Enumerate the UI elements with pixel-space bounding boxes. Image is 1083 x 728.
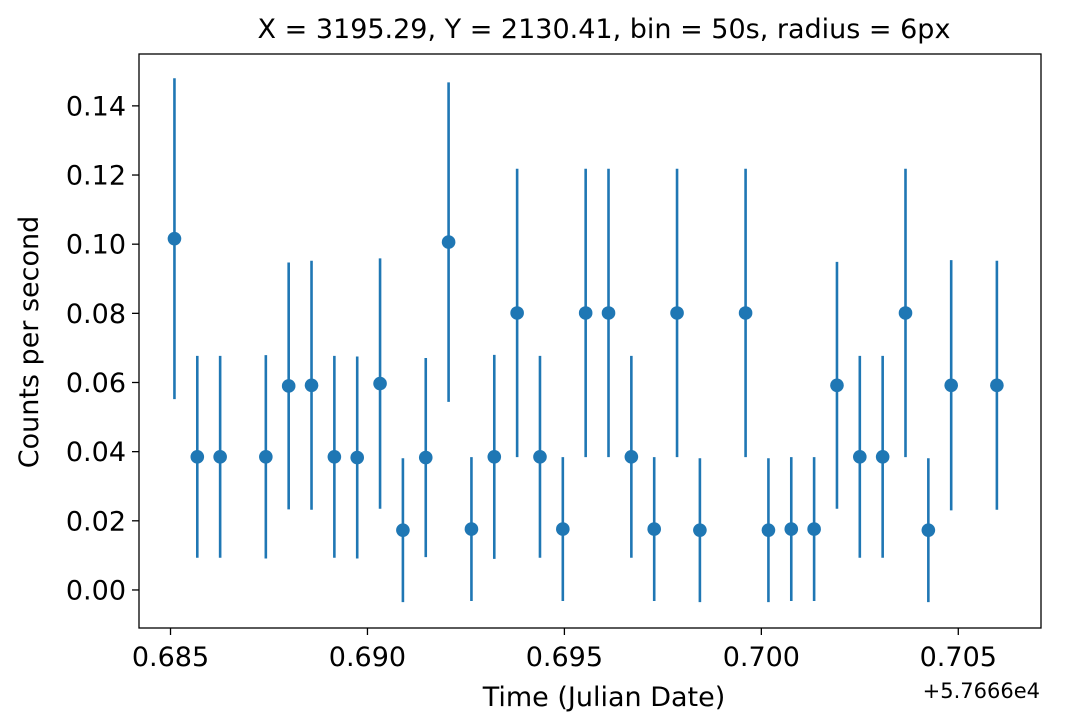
data-point [418, 450, 433, 465]
plot-area [167, 78, 1004, 603]
x-tick-label: 0.700 [723, 642, 800, 673]
y-tick-label: 0.08 [66, 299, 126, 330]
y-tick-label: 0.14 [66, 91, 126, 122]
data-point [601, 306, 616, 320]
data-point [510, 306, 524, 320]
data-point [853, 450, 867, 464]
data-point [213, 450, 227, 464]
data-point [807, 522, 821, 536]
y-axis-label: Counts per second [14, 216, 45, 469]
data-point [281, 379, 296, 393]
y-tick-label: 0.12 [66, 161, 126, 192]
y-tick-label: 0.10 [66, 230, 126, 261]
data-point [533, 450, 547, 464]
data-point [304, 378, 319, 393]
data-point [556, 522, 570, 536]
data-point [875, 450, 890, 464]
data-point [693, 523, 707, 537]
x-axis-offset-label: +5.7666e4 [923, 679, 1040, 703]
x-tick-label: 0.695 [526, 642, 603, 673]
y-tick-label: 0.06 [66, 368, 126, 399]
y-tick-label: 0.00 [66, 575, 126, 606]
plot-frame [138, 53, 1042, 629]
data-point [190, 450, 205, 464]
data-point [921, 523, 936, 537]
data-point [738, 306, 753, 320]
data-point [259, 450, 273, 464]
data-point [487, 450, 502, 464]
y-tick-label: 0.04 [66, 437, 126, 468]
data-point [373, 376, 387, 391]
data-point [327, 450, 342, 464]
x-axis-label: Time (Julian Date) [482, 682, 726, 713]
axes: 0.685 0.690 0.695 0.700 0.705 0.00 0.02 0.04 0.0… [66, 53, 1042, 673]
x-tick-label: 0.705 [920, 642, 997, 673]
data-point [167, 231, 182, 246]
data-point [830, 378, 844, 393]
data-point [647, 522, 662, 536]
data-point [944, 378, 958, 393]
y-tick-label: 0.02 [66, 506, 126, 537]
x-tick-label: 0.685 [132, 642, 209, 673]
data-point [624, 450, 639, 464]
data-point [441, 235, 456, 249]
data-point [396, 523, 410, 537]
data-point [350, 450, 365, 465]
x-tick-label: 0.690 [329, 642, 406, 673]
data-point [670, 306, 684, 320]
data-point [761, 523, 776, 537]
data-point [578, 306, 593, 320]
data-point [990, 378, 1004, 393]
data-point [898, 306, 913, 320]
data-point [784, 522, 799, 536]
data-point [464, 522, 479, 536]
chart-title: X = 3195.29, Y = 2130.41, bin = 50s, rad… [258, 14, 951, 45]
